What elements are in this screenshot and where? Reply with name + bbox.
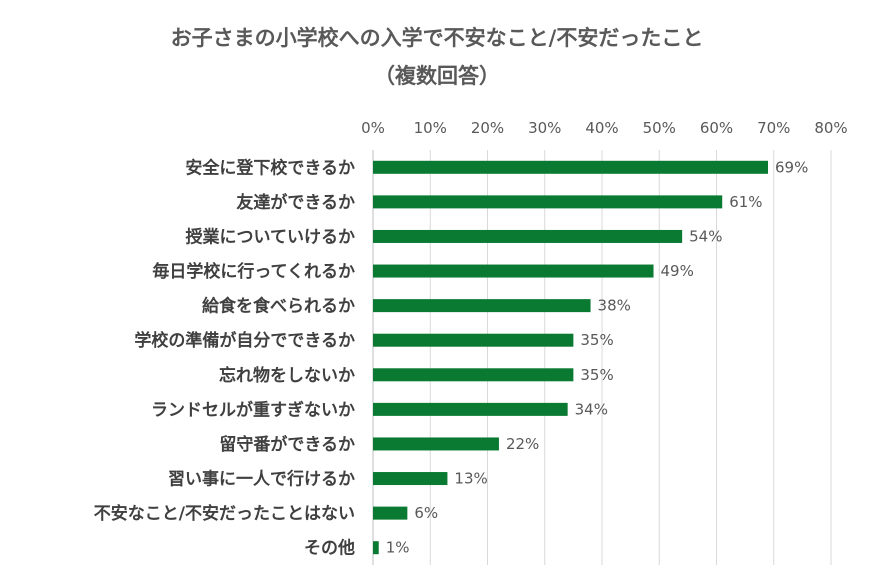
data-label: 54% — [689, 227, 722, 245]
category-label: 留守番ができるか — [219, 434, 355, 455]
category-label: ランドセルが重すぎないか — [151, 399, 355, 420]
x-tick-label: 10% — [414, 119, 447, 137]
category-label: 不安なこと/不安だったことはない — [94, 503, 355, 524]
bar — [373, 160, 769, 174]
data-label: 22% — [506, 435, 539, 453]
bar — [373, 541, 379, 555]
bar — [373, 333, 574, 347]
category-label: 毎日学校に行ってくれるか — [152, 261, 355, 282]
category-labels: 安全に登下校できるか友達ができるか授業についていけるか毎日学校に行ってくれるか給… — [94, 157, 355, 558]
category-label: 忘れ物をしないか — [219, 365, 355, 386]
data-label: 69% — [775, 158, 808, 176]
category-label: 授業についていけるか — [186, 226, 356, 247]
bar — [373, 506, 408, 520]
x-axis-ticks: 0% 10% 20% 30% 40% 50% 60% 70% 80% — [361, 119, 848, 137]
data-label: 38% — [598, 297, 631, 315]
category-label: 給食を食べられるか — [202, 296, 355, 317]
category-label: その他 — [304, 538, 355, 559]
data-label: 61% — [729, 193, 762, 211]
data-label: 6% — [414, 504, 438, 522]
data-labels: 69% 61% 54% 49% 38% 35% 35% 34% 22% 13% 6%1% — [386, 158, 809, 556]
data-label: 35% — [580, 366, 613, 384]
x-tick-label: 30% — [528, 119, 561, 137]
data-label: 34% — [575, 400, 608, 418]
x-tick-label: 20% — [471, 119, 504, 137]
bar — [373, 472, 448, 486]
bar — [373, 437, 499, 451]
bar — [373, 195, 723, 209]
bar — [373, 402, 568, 416]
gridlines — [372, 150, 832, 565]
bar — [373, 264, 654, 278]
x-tick-label: 80% — [814, 119, 847, 137]
x-tick-label: 40% — [585, 119, 618, 137]
x-tick-label: 50% — [643, 119, 676, 137]
category-label: 友達ができるか — [236, 192, 355, 213]
data-label: 49% — [661, 262, 694, 280]
chart-title: お子さまの小学校への入学で不安なこと/不安だったこと — [170, 26, 704, 50]
data-label: 1% — [386, 539, 410, 557]
x-tick-label: 70% — [757, 119, 790, 137]
bars — [373, 160, 769, 555]
x-tick-label: 60% — [700, 119, 733, 137]
category-label: 安全に登下校できるか — [185, 157, 355, 178]
data-label: 13% — [454, 470, 487, 488]
bar — [373, 368, 574, 382]
category-label: 習い事に一人で行けるか — [168, 469, 355, 490]
bar — [373, 299, 591, 313]
x-tick-label: 0% — [361, 119, 385, 137]
chart-subtitle: （複数回答） — [374, 64, 500, 88]
bar — [373, 229, 683, 243]
category-label: 学校の準備が自分でできるか — [134, 330, 355, 351]
data-label: 35% — [580, 331, 613, 349]
